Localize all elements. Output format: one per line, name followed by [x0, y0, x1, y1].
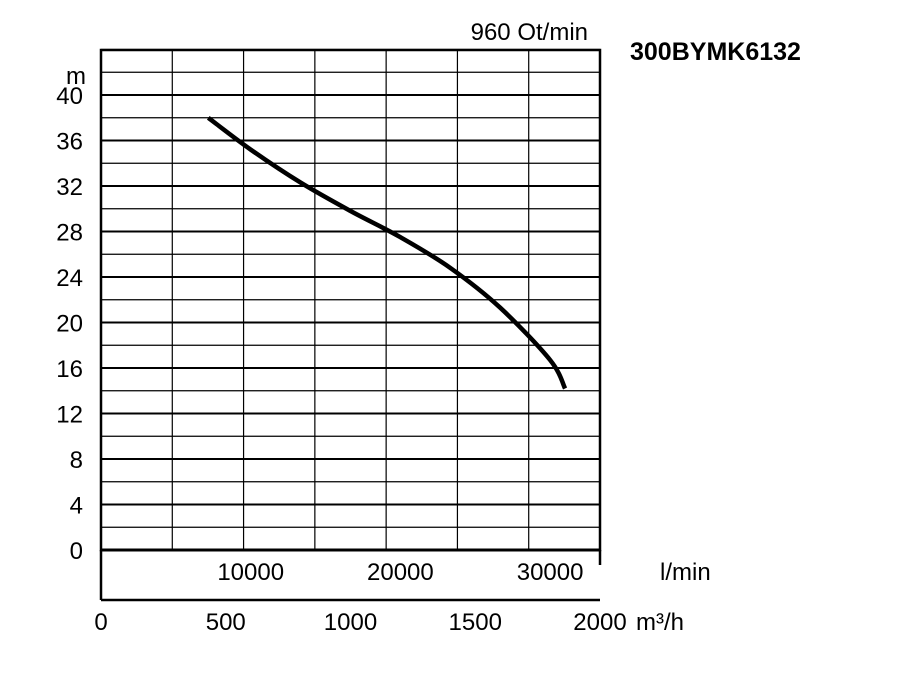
y-tick-label: 40 — [56, 83, 83, 110]
performance-curve — [206, 115, 568, 390]
y-tick-label: 24 — [56, 265, 83, 292]
x-tick-labels-m3h: 0 500 1000 1500 2000 — [94, 609, 626, 636]
x-tick-labels-lmin: 10000 20000 30000 — [217, 559, 583, 586]
plot-frame — [99, 48, 602, 602]
y-tick-label: 16 — [56, 356, 83, 383]
y-tick-label: 0 — [70, 538, 83, 565]
grid — [101, 48, 600, 551]
x-tick-label-lmin: 20000 — [367, 559, 434, 586]
y-tick-labels: 0 4 8 12 16 20 24 28 32 36 40 — [56, 83, 83, 565]
y-tick-label: 20 — [56, 311, 83, 338]
x-tick-label-m3h: 2000 — [573, 609, 626, 636]
chart-title: 300BYMK6132 — [630, 38, 801, 66]
x-tick-label-m3h: 1500 — [449, 609, 502, 636]
y-tick-label: 28 — [56, 220, 83, 247]
y-tick-label: 8 — [70, 447, 83, 474]
x-axis-label-m3h: m³/h — [636, 609, 684, 636]
y-tick-label: 32 — [56, 174, 83, 201]
x-tick-label-lmin: 10000 — [217, 559, 284, 586]
speed-subtitle: 960 Ot/min — [471, 19, 588, 46]
curves — [206, 115, 568, 390]
y-tick-label: 4 — [70, 493, 83, 520]
y-axis-label: m — [66, 63, 86, 90]
x-tick-label-m3h: 0 — [94, 609, 107, 636]
x-tick-label-lmin: 30000 — [517, 559, 584, 586]
x-tick-label-m3h: 500 — [206, 609, 246, 636]
x-axis-label-lmin: l/min — [660, 559, 711, 586]
x-tick-label-m3h: 1000 — [324, 609, 377, 636]
y-tick-label: 36 — [56, 129, 83, 156]
y-tick-label: 12 — [56, 402, 83, 429]
